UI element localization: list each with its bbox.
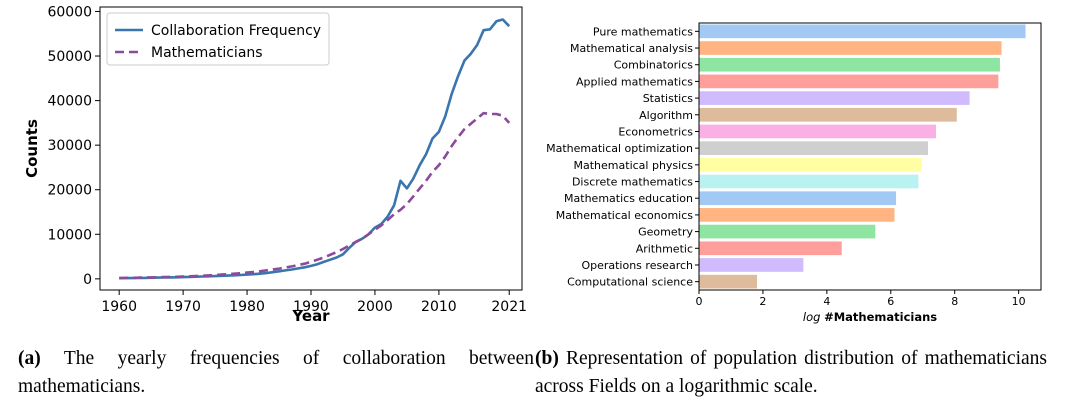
bar xyxy=(699,258,804,272)
bar xyxy=(699,241,842,256)
category-label: Arithmetic xyxy=(636,242,693,255)
bar xyxy=(699,174,919,189)
bar xyxy=(699,41,1002,55)
x-tick-label: 4 xyxy=(823,295,830,308)
category-label: Computational science xyxy=(567,276,693,289)
category-label: Mathematical economics xyxy=(556,209,694,222)
x-tick-label: 6 xyxy=(887,295,894,308)
category-label: Discrete mathematics xyxy=(572,176,693,189)
legend-label: Collaboration Frequency xyxy=(151,23,321,39)
x-tick-label: 1970 xyxy=(165,299,201,315)
caption-a-label: (a) xyxy=(18,348,41,369)
x-axis-title: Year xyxy=(291,307,330,325)
caption-b: (b) Representation of population distrib… xyxy=(535,345,1047,401)
series-line-mathematicians xyxy=(119,111,511,280)
y-tick-label: 60000 xyxy=(47,4,92,20)
category-label: Algorithm xyxy=(639,109,693,122)
category-label: Mathematical optimization xyxy=(546,142,693,155)
caption-b-text: Representation of population distributio… xyxy=(535,348,1047,397)
caption-b-label: (b) xyxy=(535,348,559,369)
x-tick-label: 0 xyxy=(696,295,703,308)
category-label: Operations research xyxy=(581,259,693,272)
x-tick-label: 2 xyxy=(759,295,766,308)
bar xyxy=(699,158,922,172)
legend-label: Mathematicians xyxy=(151,45,263,61)
x-axis-title: log #Mathematicians xyxy=(803,310,937,324)
bar xyxy=(699,274,758,289)
x-tick-label: 1990 xyxy=(293,299,329,315)
y-tick-label: 40000 xyxy=(47,94,92,110)
y-tick-label: 30000 xyxy=(47,138,92,154)
category-label: Mathematical analysis xyxy=(570,42,693,55)
bar xyxy=(699,57,1000,72)
x-tick-label: 8 xyxy=(951,295,958,308)
y-tick-label: 10000 xyxy=(47,227,92,243)
bar xyxy=(699,24,1026,39)
category-label: Econometrics xyxy=(618,125,693,138)
bar xyxy=(699,224,876,239)
legend-box xyxy=(106,12,330,66)
y-tick-label: 20000 xyxy=(47,183,92,199)
x-tick-label: 2010 xyxy=(421,299,457,315)
category-label: Applied mathematics xyxy=(576,75,693,88)
category-label: Mathematical physics xyxy=(574,159,694,172)
bar xyxy=(699,74,999,89)
x-axis-title-log: log xyxy=(803,310,824,324)
category-label: Geometry xyxy=(638,226,693,239)
line-chart-collaboration: 0 10000 20000 30000 40000 50000 60000 1960 1970 1… xyxy=(23,4,527,325)
bar-chart-fields: Pure mathematics Mathematical analysis Com… xyxy=(546,22,1042,324)
x-tick-label: 2000 xyxy=(357,299,393,315)
x-axis-title-main: #Mathematicians xyxy=(824,310,937,324)
bar xyxy=(699,141,929,155)
caption-a-text: The yearly frequencies of collaboration … xyxy=(18,348,534,397)
category-label: Combinatorics xyxy=(614,59,694,72)
bar xyxy=(699,91,970,105)
y-tick-label: 0 xyxy=(83,272,92,288)
caption-a: (a) The yearly frequencies of collaborat… xyxy=(18,345,534,401)
y-axis-title: Counts xyxy=(23,119,41,178)
bar xyxy=(699,124,937,139)
category-label: Statistics xyxy=(643,92,694,105)
y-tick-label: 50000 xyxy=(47,49,92,65)
category-label: Pure mathematics xyxy=(593,25,693,38)
x-tick-label: 2021 xyxy=(491,299,527,315)
legend: Collaboration Frequency Mathematicians xyxy=(106,12,330,66)
plot-frame xyxy=(698,22,1042,291)
bar xyxy=(699,208,895,222)
category-label: Mathematics education xyxy=(564,192,693,205)
bar xyxy=(699,107,957,122)
x-tick-label: 1980 xyxy=(229,299,265,315)
x-tick-label: 1960 xyxy=(101,299,137,315)
bar xyxy=(699,191,897,206)
x-tick-label: 10 xyxy=(1012,295,1026,308)
